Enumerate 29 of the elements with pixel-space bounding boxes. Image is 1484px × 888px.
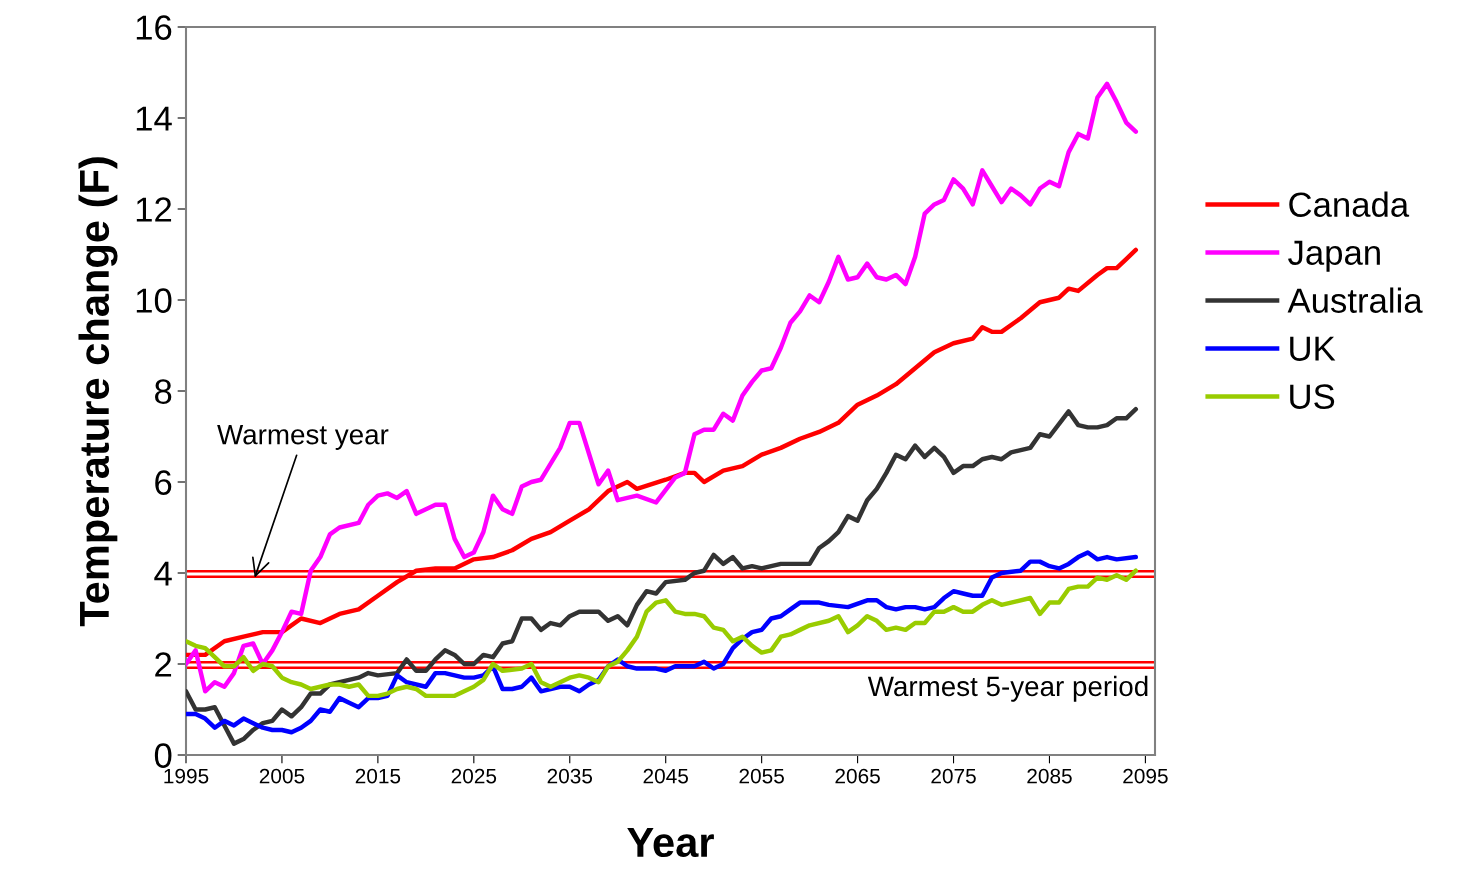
legend-label: US xyxy=(1290,384,1335,409)
y-tick-label: 8 xyxy=(155,379,172,404)
x-axis-title: Year xyxy=(627,828,714,858)
x-tick-label: 2025 xyxy=(451,768,497,784)
x-tick-label: 2015 xyxy=(355,768,401,784)
legend-label: Canada xyxy=(1289,191,1410,217)
legend-label: Japan xyxy=(1288,240,1380,272)
y-tick-label: 16 xyxy=(136,15,172,40)
y-tick-label: 12 xyxy=(136,197,172,222)
y-tick-label: 6 xyxy=(155,470,172,495)
y-tick-label: 14 xyxy=(136,106,172,131)
x-tick-label: 2005 xyxy=(259,768,305,784)
x-tick-label: 2075 xyxy=(931,768,976,784)
legend-label: Australia xyxy=(1287,287,1423,313)
ref-line-label: Warmest 5-year period xyxy=(867,675,1148,702)
x-tick-label: 1995 xyxy=(164,768,209,784)
x-tick-label: 2035 xyxy=(547,768,593,784)
y-tick-label: 2 xyxy=(155,652,172,677)
x-tick-label: 2055 xyxy=(739,768,784,784)
x-tick-label: 2095 xyxy=(1123,768,1168,784)
y-tick-label: 4 xyxy=(154,561,172,586)
x-tick-label: 2085 xyxy=(1027,768,1072,784)
y-tick-label: 10 xyxy=(136,288,172,313)
legend-label: UK xyxy=(1290,336,1336,361)
ref-line-label: Warmest year xyxy=(217,425,389,450)
x-tick-label: 2045 xyxy=(643,768,688,784)
y-axis-title: Temperature change (F) xyxy=(78,157,118,627)
y-tick-label: 0 xyxy=(154,743,172,768)
x-tick-label: 2065 xyxy=(835,768,880,784)
